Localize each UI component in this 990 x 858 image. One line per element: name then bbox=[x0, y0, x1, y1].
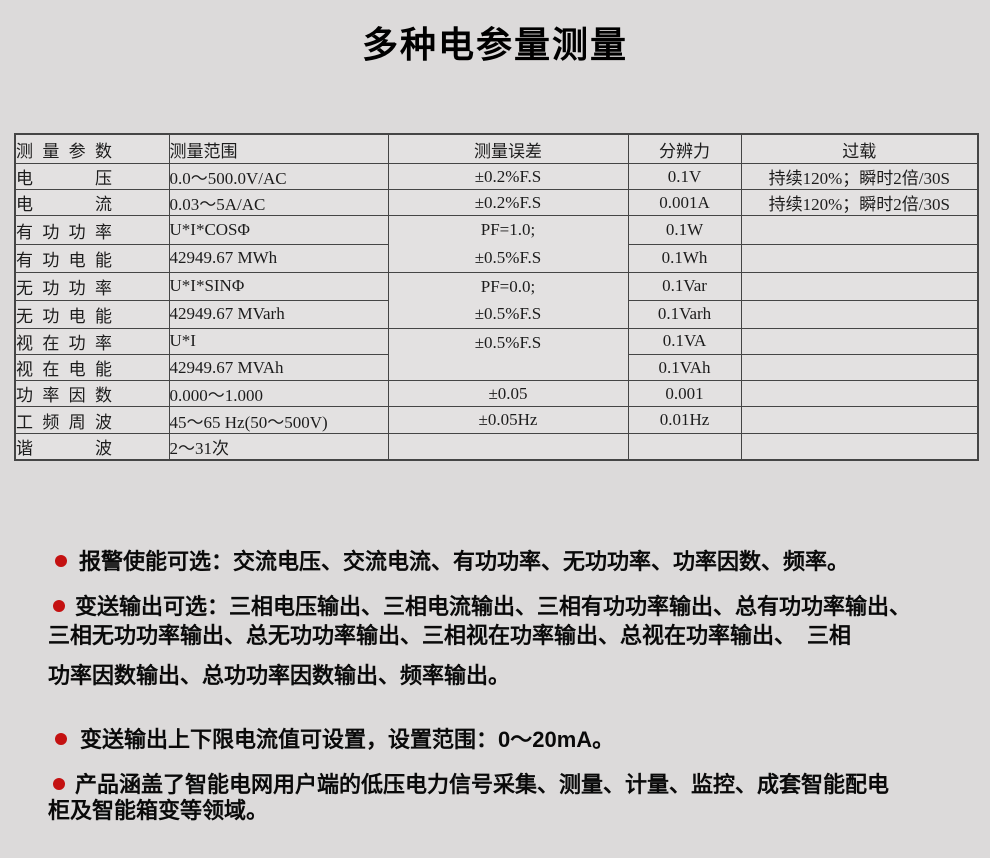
cell-param: 视在电能 bbox=[14, 353, 170, 382]
cell-param: 无功电能 bbox=[14, 299, 170, 329]
cell-param: 电压 bbox=[14, 162, 170, 191]
table-row: 视在电能 42949.67 MVAh 0.1VAh bbox=[14, 353, 979, 382]
measurement-table: 测量参数 测量范围 测量误差 分辨力 过载 电压 0.0～500.0V/AC ±… bbox=[14, 133, 979, 461]
cell-resolution: 0.1Var bbox=[627, 271, 742, 301]
bullet-text: 变送输出可选：三相电压输出、三相电流输出、三相有功功率输出、总有功功率输出、 bbox=[75, 594, 912, 619]
cell-param: 有功电能 bbox=[14, 243, 170, 273]
cell-resolution: 0.001A bbox=[627, 189, 742, 217]
cell-resolution: 0.1V bbox=[627, 162, 742, 191]
cell-overload: 持续120%；瞬时2倍/30S bbox=[740, 162, 979, 191]
cell-param: 谐波 bbox=[14, 432, 170, 461]
bullet-item: 变送输出可选：三相电压输出、三相电流输出、三相有功功率输出、总有功功率输出、 bbox=[53, 594, 911, 620]
bullet-text-continuation: 三相无功功率输出、总无功功率输出、三相视在功率输出、总视在功率输出、 三相 bbox=[48, 623, 851, 649]
table-row: 视在功率 U*I ±0.5%F.S 0.1VA bbox=[14, 327, 979, 382]
cell-overload bbox=[740, 327, 979, 355]
bullet-text-continuation: 柜及智能箱变等领域。 bbox=[48, 798, 268, 824]
page-title: 多种电参量测量 bbox=[361, 24, 628, 65]
table-row: 有功电能 42949.67 MWh 0.1Wh bbox=[14, 243, 979, 273]
bullet-text: 功率因数输出、总功功率因数输出、频率输出。 bbox=[48, 663, 511, 688]
cell-overload bbox=[740, 353, 979, 382]
table-row: 电压 0.0～500.0V/AC ±0.2%F.S 0.1V 持续120%；瞬时… bbox=[14, 162, 979, 191]
table-row: 谐波 2～31次 bbox=[14, 432, 979, 461]
cell-overload bbox=[740, 380, 979, 408]
bullet-text: 三相无功功率输出、总无功功率输出、三相视在功率输出、总视在功率输出、 三相 bbox=[48, 623, 852, 648]
bullet-text: 柜及智能箱变等领域。 bbox=[48, 798, 269, 823]
table-row: 工频周波 45～65 Hz(50～500V) ±0.05Hz 0.01Hz bbox=[14, 406, 979, 434]
cell-resolution: 0.1VAh bbox=[627, 353, 742, 382]
cell-overload bbox=[740, 271, 979, 301]
bullet-item: 报警使能可选：交流电压、交流电流、有功功率、无功功率、功率因数、频率。 bbox=[55, 549, 849, 575]
cell-range: 0.0～500.0V/AC bbox=[168, 162, 389, 191]
cell-overload: 持续120%；瞬时2倍/30S bbox=[740, 189, 979, 217]
header-resolution: 分辨力 bbox=[627, 133, 742, 164]
cell-error-merged: PF=0.0; ±0.5%F.S bbox=[387, 271, 629, 329]
header-error: 测量误差 bbox=[387, 133, 629, 164]
cell-range: 42949.67 MWh bbox=[168, 243, 389, 273]
cell-param: 功率因数 bbox=[14, 380, 170, 408]
cell-param: 无功功率 bbox=[14, 271, 170, 301]
header-param: 测量参数 bbox=[14, 133, 170, 164]
bullet-item: 产品涵盖了智能电网用户端的低压电力信号采集、测量、计量、监控、成套智能配电 bbox=[53, 772, 889, 798]
bullet-icon bbox=[53, 778, 65, 790]
cell-error bbox=[387, 432, 629, 461]
cell-error: ±0.2%F.S bbox=[387, 189, 629, 217]
cell-resolution: 0.1Varh bbox=[627, 299, 742, 329]
header-range: 测量范围 bbox=[168, 133, 389, 164]
cell-resolution: 0.01Hz bbox=[627, 406, 742, 434]
cell-resolution: 0.1W bbox=[627, 215, 742, 245]
cell-range: 0.000～1.000 bbox=[168, 380, 389, 408]
cell-resolution bbox=[627, 432, 742, 461]
table-row: 功率因数 0.000～1.000 ±0.05 0.001 bbox=[14, 380, 979, 408]
cell-overload bbox=[740, 215, 979, 245]
cell-resolution: 0.1VA bbox=[627, 327, 742, 355]
cell-range: U*I bbox=[168, 327, 389, 355]
cell-overload bbox=[740, 243, 979, 273]
cell-range: 42949.67 MVarh bbox=[168, 299, 389, 329]
cell-error: ±0.05 bbox=[387, 380, 629, 408]
cell-param: 工频周波 bbox=[14, 406, 170, 434]
cell-range: 42949.67 MVAh bbox=[168, 353, 389, 382]
cell-overload bbox=[740, 432, 979, 461]
table-row: 电流 0.03～5A/AC ±0.2%F.S 0.001A 持续120%；瞬时2… bbox=[14, 189, 979, 217]
bullet-icon bbox=[55, 733, 67, 745]
cell-error-merged: ±0.5%F.S bbox=[387, 327, 629, 382]
cell-range: 45～65 Hz(50～500V) bbox=[168, 406, 389, 434]
table-row: 有功功率 U*I*COSΦ PF=1.0; ±0.5%F.S 0.1W bbox=[14, 215, 979, 273]
cell-range: U*I*COSΦ bbox=[168, 215, 389, 245]
cell-resolution: 0.001 bbox=[627, 380, 742, 408]
bullet-text: 报警使能可选：交流电压、交流电流、有功功率、无功功率、功率因数、频率。 bbox=[79, 549, 850, 574]
header-overload: 过载 bbox=[740, 133, 979, 164]
cell-param: 视在功率 bbox=[14, 327, 170, 355]
bullet-text-continuation: 功率因数输出、总功功率因数输出、频率输出。 bbox=[48, 663, 510, 689]
cell-param: 有功功率 bbox=[14, 215, 170, 245]
cell-error: ±0.2%F.S bbox=[387, 162, 629, 191]
bullet-item: 变送输出上下限电流值可设置，设置范围：0～20mA。 bbox=[55, 727, 614, 753]
table-row: 无功电能 42949.67 MVarh 0.1Varh bbox=[14, 299, 979, 329]
bullet-text: 产品涵盖了智能电网用户端的低压电力信号采集、测量、计量、监控、成套智能配电 bbox=[75, 772, 890, 797]
cell-overload bbox=[740, 299, 979, 329]
cell-param: 电流 bbox=[14, 189, 170, 217]
cell-range: 2～31次 bbox=[168, 432, 389, 461]
cell-error-merged: PF=1.0; ±0.5%F.S bbox=[387, 215, 629, 273]
cell-overload bbox=[740, 406, 979, 434]
cell-range: 0.03～5A/AC bbox=[168, 189, 389, 217]
cell-error: ±0.05Hz bbox=[387, 406, 629, 434]
bullet-text: 变送输出上下限电流值可设置，设置范围：0～20mA。 bbox=[80, 727, 615, 752]
bullet-icon bbox=[53, 600, 65, 612]
table-header-row: 测量参数 测量范围 测量误差 分辨力 过载 bbox=[14, 133, 979, 164]
table-row: 无功功率 U*I*SINΦ PF=0.0; ±0.5%F.S 0.1Var bbox=[14, 271, 979, 329]
cell-resolution: 0.1Wh bbox=[627, 243, 742, 273]
bullet-icon bbox=[55, 555, 67, 567]
cell-range: U*I*SINΦ bbox=[168, 271, 389, 301]
